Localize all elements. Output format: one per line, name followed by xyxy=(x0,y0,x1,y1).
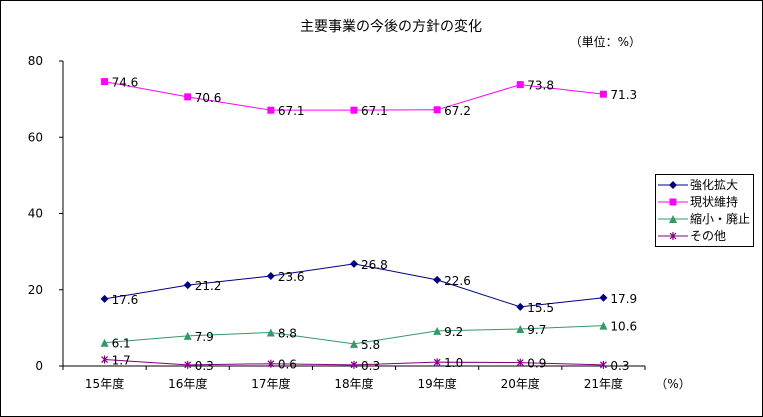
data-label: 0.3 xyxy=(361,359,380,373)
x-tick-label: 15年度 xyxy=(85,376,124,391)
data-point xyxy=(101,78,109,86)
data-label: 23.6 xyxy=(278,270,305,284)
data-point xyxy=(350,339,358,348)
x-tick-label: 19年度 xyxy=(418,376,457,391)
data-label: 17.9 xyxy=(610,292,637,306)
data-label: 1.7 xyxy=(112,354,131,368)
legend-item-series-2: 縮小・廃止 xyxy=(658,211,753,227)
x-tick-label: 20年度 xyxy=(501,376,540,391)
x-tick-label: 18年度 xyxy=(334,376,373,391)
data-point xyxy=(516,302,525,311)
data-label: 26.8 xyxy=(361,258,388,272)
data-label: 73.8 xyxy=(527,79,554,93)
data-label: 10.6 xyxy=(610,320,637,334)
data-point xyxy=(266,328,275,337)
data-point xyxy=(599,90,607,98)
data-label: 70.6 xyxy=(195,91,222,105)
series-2: 6.1 7.9 8.8 5.8 9.2 9.7 10.6 xyxy=(100,320,637,352)
y-tick-label: 60 xyxy=(28,130,43,144)
data-label: 67.1 xyxy=(278,104,305,118)
x-tick-label: 17年度 xyxy=(251,376,290,391)
legend-label: 強化拡大 xyxy=(690,178,739,192)
data-point xyxy=(267,359,275,368)
data-label: 22.6 xyxy=(444,274,471,288)
data-label: 6.1 xyxy=(112,337,131,351)
legend-marker-star xyxy=(658,232,688,240)
data-point xyxy=(433,326,442,335)
legend-marker-square xyxy=(658,198,688,206)
y-tick-label: 0 xyxy=(35,359,43,373)
data-point xyxy=(267,106,275,114)
data-label: 0.3 xyxy=(610,359,629,373)
data-label: 67.1 xyxy=(361,104,388,118)
series-1: 74.6 70.6 67.1 67.1 67.2 73.8 71.3 xyxy=(101,76,637,118)
data-point xyxy=(183,281,192,290)
data-point xyxy=(433,358,441,367)
legend-item-series-1: 現状維持 xyxy=(658,194,753,210)
y-tick-label: 20 xyxy=(28,283,43,297)
data-label: 74.6 xyxy=(112,76,139,90)
y-tick-label: 40 xyxy=(28,207,43,221)
y-tick-label: 80 xyxy=(28,54,43,68)
chart-title: 主要事業の今後の方針の変化 xyxy=(300,18,482,35)
data-point xyxy=(599,321,608,330)
data-label: 8.8 xyxy=(278,326,297,340)
legend-label: その他 xyxy=(690,229,727,243)
data-point xyxy=(350,106,358,114)
data-point xyxy=(600,360,607,369)
data-point xyxy=(516,358,524,367)
data-point xyxy=(350,360,358,369)
data-point xyxy=(433,275,442,284)
series-layer: 17.6 21.2 23.6 26.8 22.6 15.5 17.9 74.6 70.6 67.1… xyxy=(100,76,637,373)
x-tick-label: 16年度 xyxy=(168,376,207,391)
data-label: 9.7 xyxy=(527,323,546,337)
data-point xyxy=(516,325,525,334)
legend-marker-diamond xyxy=(658,181,688,189)
data-point xyxy=(184,93,192,101)
legend-marker-triangle xyxy=(658,215,688,223)
data-point xyxy=(599,293,608,302)
data-point xyxy=(183,331,192,340)
legend-item-series-0: 強化拡大 xyxy=(658,177,753,193)
data-label: 71.3 xyxy=(610,88,637,102)
legend-item-series-3: その他 xyxy=(658,228,753,244)
x-tick-label: 21年度 xyxy=(584,376,623,391)
data-point xyxy=(516,81,524,89)
legend-label: 現状維持 xyxy=(690,195,739,209)
data-label: 7.9 xyxy=(195,330,214,344)
data-point xyxy=(433,106,441,114)
data-label: 5.8 xyxy=(361,338,380,352)
data-label: 0.6 xyxy=(278,358,297,372)
data-label: 21.2 xyxy=(195,279,222,293)
data-point xyxy=(100,294,109,303)
data-label: 9.2 xyxy=(444,325,463,339)
data-label: 17.6 xyxy=(112,293,139,307)
y-axis-ticks: 0 20 40 60 80 xyxy=(28,54,63,373)
data-point xyxy=(266,272,275,281)
x-axis-ticks: 15年度 16年度 17年度 18年度 19年度 20年度 21年度 xyxy=(62,366,646,391)
data-point xyxy=(184,360,192,369)
series-0: 17.6 21.2 23.6 26.8 22.6 15.5 17.9 xyxy=(100,258,637,315)
data-label: 1.0 xyxy=(444,356,463,370)
data-label: 15.5 xyxy=(527,301,554,315)
data-point xyxy=(101,355,108,364)
data-point xyxy=(100,338,109,347)
data-label: 67.2 xyxy=(444,104,471,118)
legend: 強化拡大 現状維持 縮小・廃止 その他 xyxy=(655,174,754,247)
data-label: 0.3 xyxy=(195,359,214,373)
data-label: 0.9 xyxy=(527,357,546,371)
series-3: 1.7 0.3 0.6 0.3 1.0 0.9 0.3 xyxy=(101,354,630,373)
legend-label: 縮小・廃止 xyxy=(690,212,751,226)
data-point xyxy=(350,259,358,268)
x-unit-label: （%） xyxy=(655,377,690,391)
unit-label: （単位：%） xyxy=(570,34,641,49)
